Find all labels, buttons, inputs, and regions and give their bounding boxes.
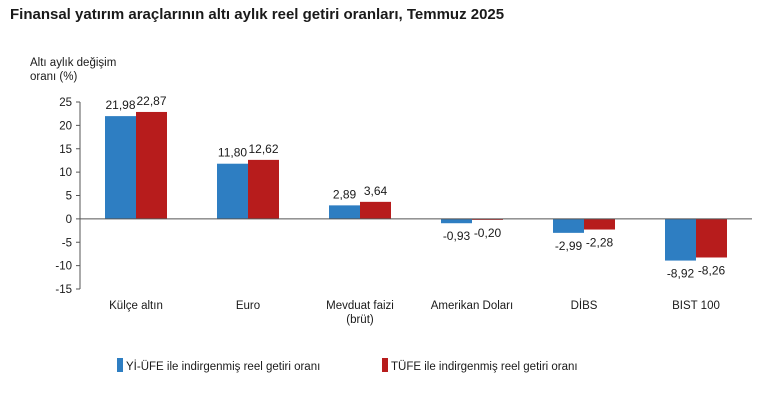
y-tick-label: 0 [66,214,72,226]
bar [136,111,167,219]
legend-swatch [117,358,123,372]
data-label: 12,62 [248,142,278,156]
data-label: 2,89 [333,187,357,201]
data-label: 21,98 [105,98,135,112]
category-label: Külçe altın [109,300,163,312]
y-tick-label: 10 [59,167,72,179]
bar [248,159,279,219]
bar [441,218,472,224]
y-axis-label: Altı aylık değişim [30,57,116,69]
data-label: 11,80 [218,146,247,160]
y-tick-label: 20 [59,120,72,132]
data-label: -2,28 [586,236,614,250]
data-label: -8,26 [698,263,726,277]
bar [696,218,727,258]
data-label: -8,92 [667,267,695,281]
legend-swatch [382,358,388,372]
bar [360,201,391,219]
y-tick-label: -15 [55,284,72,296]
y-tick-label: -5 [62,237,72,249]
bar [329,205,360,219]
data-label: 3,64 [364,184,388,198]
y-tick-label: 25 [59,97,72,109]
bar [665,218,696,261]
bar [105,116,136,219]
category-label: DİBS [571,299,598,312]
bar [584,218,615,230]
category-label: Mevduat faizi [326,300,394,312]
category-label: BIST 100 [672,300,720,312]
data-label: -2,99 [555,239,583,253]
y-axis-label: oranı (%) [30,71,77,83]
y-tick-label: 5 [66,191,72,203]
bar [553,218,584,233]
category-label: (brüt) [346,314,374,326]
bar [217,163,248,219]
data-label: -0,93 [443,229,471,243]
legend-label: TÜFE ile indirgenmiş reel getiri oranı [391,361,578,373]
y-tick-label: 15 [59,144,72,156]
y-tick-label: -10 [55,261,72,273]
chart-title: Finansal yatırım araçlarının altı aylık … [10,6,505,23]
category-label: Euro [236,300,260,312]
data-label: 22,87 [136,94,166,108]
legend-label: Yİ-ÜFE ile indirgenmiş reel getiri oranı [126,360,320,373]
category-label: Amerikan Doları [431,300,513,312]
data-label: -0,20 [474,226,502,240]
